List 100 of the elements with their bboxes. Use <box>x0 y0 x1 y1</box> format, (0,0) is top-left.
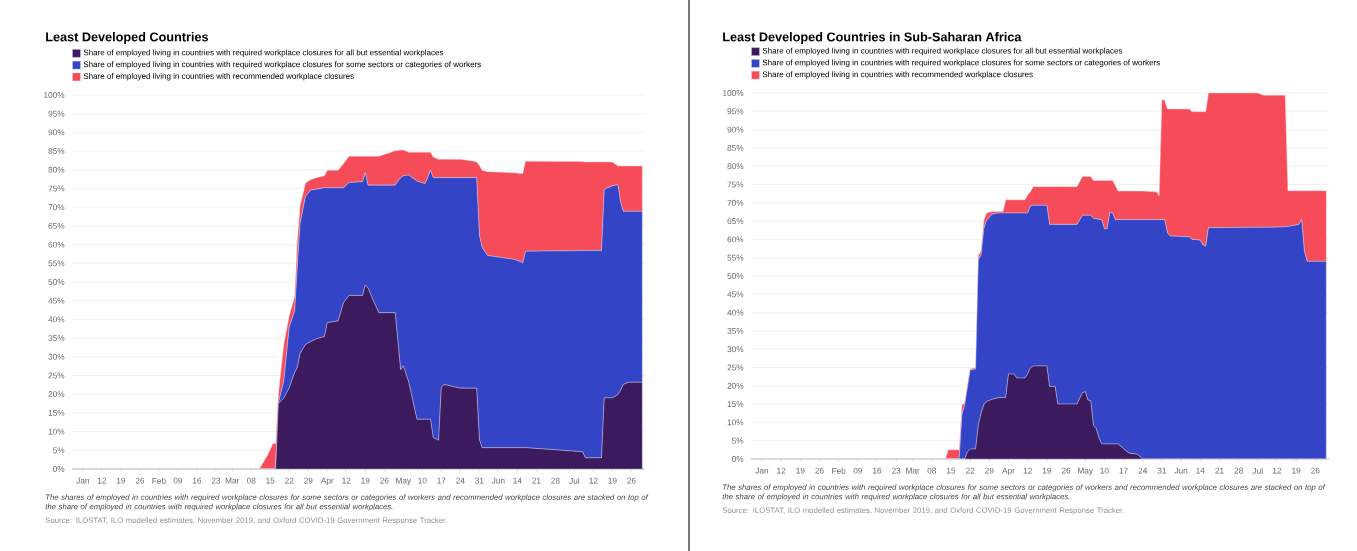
x-tick-label: Feb <box>152 477 166 484</box>
x-tick-label: 12 <box>1023 467 1032 474</box>
x-tick-label: 12 <box>97 477 107 484</box>
y-tick-label: 55% <box>48 260 65 267</box>
x-tick-label: 29 <box>304 477 313 484</box>
x-tick-label: Jul <box>569 477 580 484</box>
y-tick-label: 5% <box>53 447 65 454</box>
y-tick-label: 100% <box>44 92 65 98</box>
x-tick-label: 31 <box>475 477 484 484</box>
y-tick-label: 85% <box>48 148 65 155</box>
x-tick-label: 21 <box>1215 467 1224 474</box>
x-tick-label: 19 <box>1292 467 1301 474</box>
x-tick-label: Jan <box>755 467 769 474</box>
y-tick-label: 25% <box>727 364 744 371</box>
x-tick-label: 26 <box>380 477 389 484</box>
x-tick-label: 12 <box>777 467 786 474</box>
x-tick-label: 31 <box>1157 467 1167 474</box>
x-tick-label: 29 <box>985 467 994 474</box>
legend-label: Share of employed living in countries with recommended workplace closures <box>83 73 354 81</box>
x-tick-label: 26 <box>1311 467 1320 474</box>
y-tick-label: 0% <box>731 456 744 462</box>
chart-title: Least Developed Countries <box>46 32 209 44</box>
x-tick-label: 12 <box>1272 467 1282 474</box>
y-tick-label: 40% <box>727 309 744 316</box>
x-tick-label: Apr <box>320 477 334 486</box>
x-tick-label: 19 <box>116 477 126 484</box>
x-tick-label: Apr <box>1002 467 1015 476</box>
y-tick-label: 80% <box>48 166 65 173</box>
x-tick-label: 17 <box>437 477 446 484</box>
y-tick-label: 50% <box>48 279 65 285</box>
x-tick-label: 28 <box>551 477 560 484</box>
y-tick-label: 20% <box>48 391 65 398</box>
chart-title: Least Developed Countries in Sub-Saharan Africa <box>723 32 1022 44</box>
x-tick-label: Mar <box>906 467 920 474</box>
y-tick-label: 10% <box>727 419 744 426</box>
x-tick-label: 21 <box>532 477 541 484</box>
y-tick-label: 75% <box>727 181 744 188</box>
x-tick-label: 24 <box>456 477 465 484</box>
x-tick-label: 28 <box>1234 467 1243 474</box>
x-tick-label: 26 <box>627 477 636 484</box>
x-tick-label: 14 <box>513 477 522 484</box>
legend-label: Share of employed living in countries with required workplace closures for some sectors or categories of workers <box>83 61 481 69</box>
x-tick-label: May <box>1078 467 1093 476</box>
y-tick-label: 60% <box>48 241 65 248</box>
x-tick-label: 14 <box>1196 467 1205 474</box>
x-tick-label: Mar <box>225 477 240 484</box>
x-tick-label: 09 <box>173 477 183 484</box>
x-tick-label: 19 <box>1042 467 1052 474</box>
y-tick-label: 100% <box>723 90 744 96</box>
x-tick-label: 16 <box>873 467 882 474</box>
x-tick-label: 08 <box>246 477 256 484</box>
y-tick-label: 45% <box>48 297 65 304</box>
y-tick-label: 40% <box>48 316 65 323</box>
x-tick-label: 15 <box>947 467 956 474</box>
x-tick-label: 12 <box>589 477 598 484</box>
y-tick-label: 90% <box>727 126 744 133</box>
x-tick-label: May <box>396 477 412 486</box>
x-tick-label: 23 <box>892 467 901 474</box>
y-tick-label: 15% <box>727 401 744 408</box>
x-tick-label: 08 <box>927 467 937 474</box>
y-tick-label: 65% <box>727 218 744 225</box>
x-tick-label: 19 <box>608 477 617 484</box>
y-tick-label: 0% <box>52 466 65 472</box>
y-tick-label: 85% <box>727 144 744 151</box>
y-tick-label: 30% <box>48 353 65 360</box>
y-tick-label: 35% <box>48 335 65 342</box>
y-tick-label: 90% <box>48 129 65 136</box>
legend-label: Share of employed living in countries with recommended workplace closures <box>762 71 1033 79</box>
x-tick-label: 24 <box>1138 467 1148 474</box>
y-tick-label: 15% <box>48 410 65 416</box>
x-tick-label: 10 <box>1100 467 1109 474</box>
x-tick-label: Feb <box>832 467 846 474</box>
y-tick-label: 60% <box>727 236 744 243</box>
x-tick-label: 19 <box>361 477 370 484</box>
y-tick-label: 45% <box>727 291 744 298</box>
x-tick-label: 09 <box>853 467 863 474</box>
x-tick-label: 16 <box>192 477 202 484</box>
y-tick-label: 30% <box>727 346 744 353</box>
x-tick-label: 17 <box>1119 467 1128 474</box>
x-tick-label: Jun <box>1174 467 1188 474</box>
x-tick-label: 26 <box>135 477 145 484</box>
y-tick-label: 20% <box>727 382 744 389</box>
x-tick-label: 26 <box>1061 467 1071 474</box>
x-tick-label: 23 <box>211 477 221 484</box>
y-tick-label: 80% <box>727 163 744 170</box>
x-tick-label: 15 <box>266 477 275 484</box>
legend-label: Share of employed living in countries with required workplace closures for some sectors or categories of workers <box>762 59 1160 67</box>
legend-label: Share of employed living in countries with required workplace closures for all but essential workplaces <box>762 47 1123 56</box>
x-tick-label: Jan <box>76 477 89 484</box>
x-tick-label: 19 <box>796 467 805 474</box>
y-tick-label: 70% <box>727 199 744 206</box>
y-tick-label: 25% <box>48 372 65 379</box>
x-tick-label: 12 <box>342 477 351 484</box>
y-tick-label: 55% <box>727 254 744 261</box>
x-tick-label: 22 <box>285 477 294 484</box>
y-tick-label: 95% <box>727 108 744 115</box>
y-tick-label: 65% <box>48 222 65 229</box>
y-tick-label: 50% <box>727 273 744 279</box>
y-tick-label: 75% <box>48 185 65 192</box>
y-tick-label: 5% <box>732 437 744 444</box>
